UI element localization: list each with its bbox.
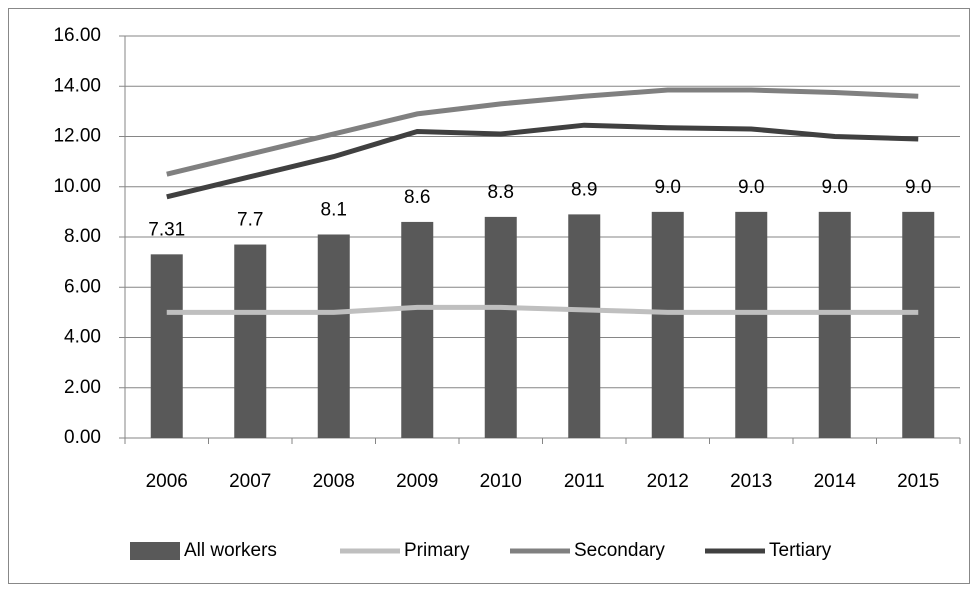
data-label: 7.31	[148, 219, 185, 240]
data-label: 7.7	[237, 210, 263, 231]
data-label: 8.9	[571, 179, 597, 200]
bar	[735, 211, 768, 438]
x-tick-label: 2011	[564, 471, 605, 492]
data-label: 9.0	[822, 177, 848, 198]
x-tick-label: 2006	[146, 471, 188, 492]
data-label: 9.0	[738, 177, 764, 198]
bar	[902, 211, 935, 438]
data-label: 8.6	[404, 187, 430, 208]
legend-swatch	[130, 542, 180, 560]
x-tick-label: 2013	[730, 471, 772, 492]
x-tick-label: 2014	[814, 471, 857, 492]
line	[166, 87, 919, 177]
y-tick-label: 8.00	[64, 226, 101, 247]
legend-label: Tertiary	[769, 540, 832, 561]
bar	[651, 211, 684, 438]
bar	[401, 221, 434, 438]
y-tick-label: 10.00	[53, 176, 101, 197]
line	[166, 122, 919, 200]
y-tick-label: 12.00	[53, 126, 101, 147]
legend-label: Secondary	[574, 540, 665, 561]
data-label: 9.0	[655, 177, 681, 198]
y-tick-label: 16.00	[53, 25, 101, 46]
y-tick-label: 4.00	[64, 327, 101, 348]
bar	[317, 234, 350, 438]
bar	[818, 211, 851, 438]
x-tick-label: 2009	[396, 471, 438, 492]
x-tick-label: 2008	[313, 471, 355, 492]
y-tick-label: 0.00	[64, 427, 101, 448]
x-tick-label: 2010	[480, 471, 522, 492]
y-tick-label: 14.00	[53, 75, 101, 96]
line	[166, 304, 919, 315]
y-tick-label: 6.00	[64, 276, 101, 297]
legend-label: Primary	[404, 540, 470, 561]
legend-label: All workers	[184, 540, 277, 561]
bar	[484, 216, 517, 438]
data-label: 9.0	[905, 177, 931, 198]
y-tick-label: 2.00	[64, 377, 101, 398]
x-tick-label: 2015	[897, 471, 939, 492]
data-label: 8.8	[488, 182, 514, 203]
x-tick-label: 2012	[647, 471, 689, 492]
data-label: 8.1	[321, 200, 347, 221]
bar	[234, 244, 267, 438]
x-tick-label: 2007	[229, 471, 271, 492]
bar	[150, 254, 183, 438]
bar	[568, 214, 601, 438]
